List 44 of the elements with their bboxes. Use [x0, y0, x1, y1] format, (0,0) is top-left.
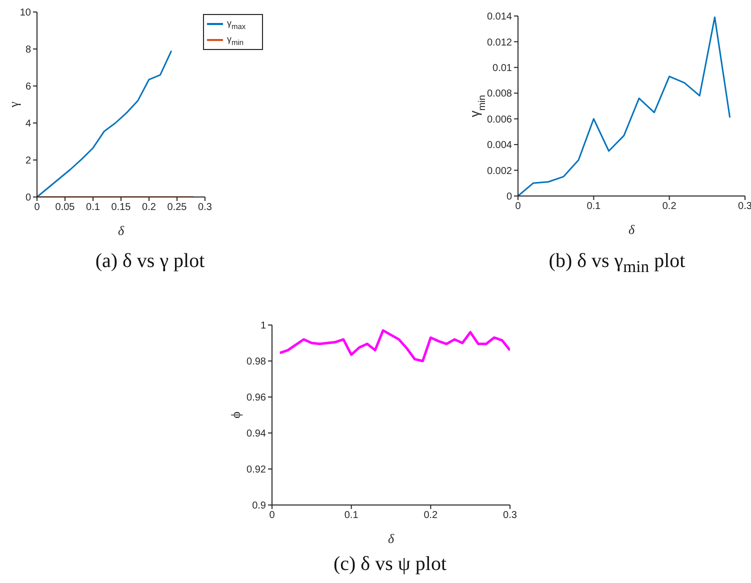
y-tick-label: 10 [20, 8, 32, 19]
x-axis-title: δ [118, 223, 125, 238]
y-tick-label: 0.98 [246, 356, 266, 368]
x-tick-label: 0.3 [198, 202, 212, 214]
text: (a) δ vs γ plot [94, 250, 206, 273]
y-tick-label: 2 [25, 156, 32, 167]
x-tick-label: 0.2 [142, 202, 156, 214]
y-axis-title: ϕ [228, 411, 243, 418]
y-tick-label: 0.014 [486, 12, 512, 23]
x-tick-label: 0 [515, 201, 522, 212]
text: (c) δ vs ψ plot [332, 553, 448, 576]
y-tick-label: 6 [25, 82, 32, 93]
y-tick-label: 0.006 [486, 114, 512, 126]
y-axis-title: γ [6, 101, 21, 108]
y-tick-label: 0.94 [246, 428, 266, 440]
x-tick-label: 0.2 [424, 510, 438, 522]
x-tick-label: 0.1 [344, 510, 359, 522]
x-tick-label: 0.3 [503, 510, 518, 522]
legend-label: γ$_{max}$ [227, 18, 246, 32]
x-tick-label: 0.2 [662, 201, 677, 212]
y-tick-label: 0.012 [486, 37, 512, 48]
y-tick-label: 0.01 [492, 62, 512, 74]
x-axis-title: δ [628, 222, 636, 237]
x-axis-title: δ [388, 531, 395, 546]
x-tick-label: 0.1 [586, 201, 602, 212]
x-tick-label: 0 [34, 202, 40, 214]
x-tick-label: 0.1 [86, 202, 100, 214]
y-tick-label: 0.96 [246, 392, 266, 404]
y-tick-label: 8 [25, 44, 32, 56]
text: (b) δ vs γ$_{min}$ plot [548, 250, 686, 277]
y-tick-label: 0 [506, 192, 512, 203]
y-tick-label: 1 [260, 320, 266, 332]
x-tick-label: 0.25 [167, 202, 188, 214]
y-tick-label: 0.008 [486, 88, 512, 100]
legend-label: γ$_{min}$ [227, 34, 244, 48]
y-tick-label: 0.92 [246, 464, 266, 476]
x-tick-label: 0.15 [111, 202, 132, 214]
y-tick-label: 0 [25, 192, 32, 204]
y-tick-label: 0.9 [252, 500, 266, 512]
y-tick-label: 0.004 [486, 140, 512, 152]
y-tick-label: 4 [25, 118, 32, 130]
x-tick-label: 0 [269, 510, 276, 522]
y-tick-label: 0.002 [486, 166, 512, 177]
x-tick-label: 0.05 [55, 202, 76, 214]
